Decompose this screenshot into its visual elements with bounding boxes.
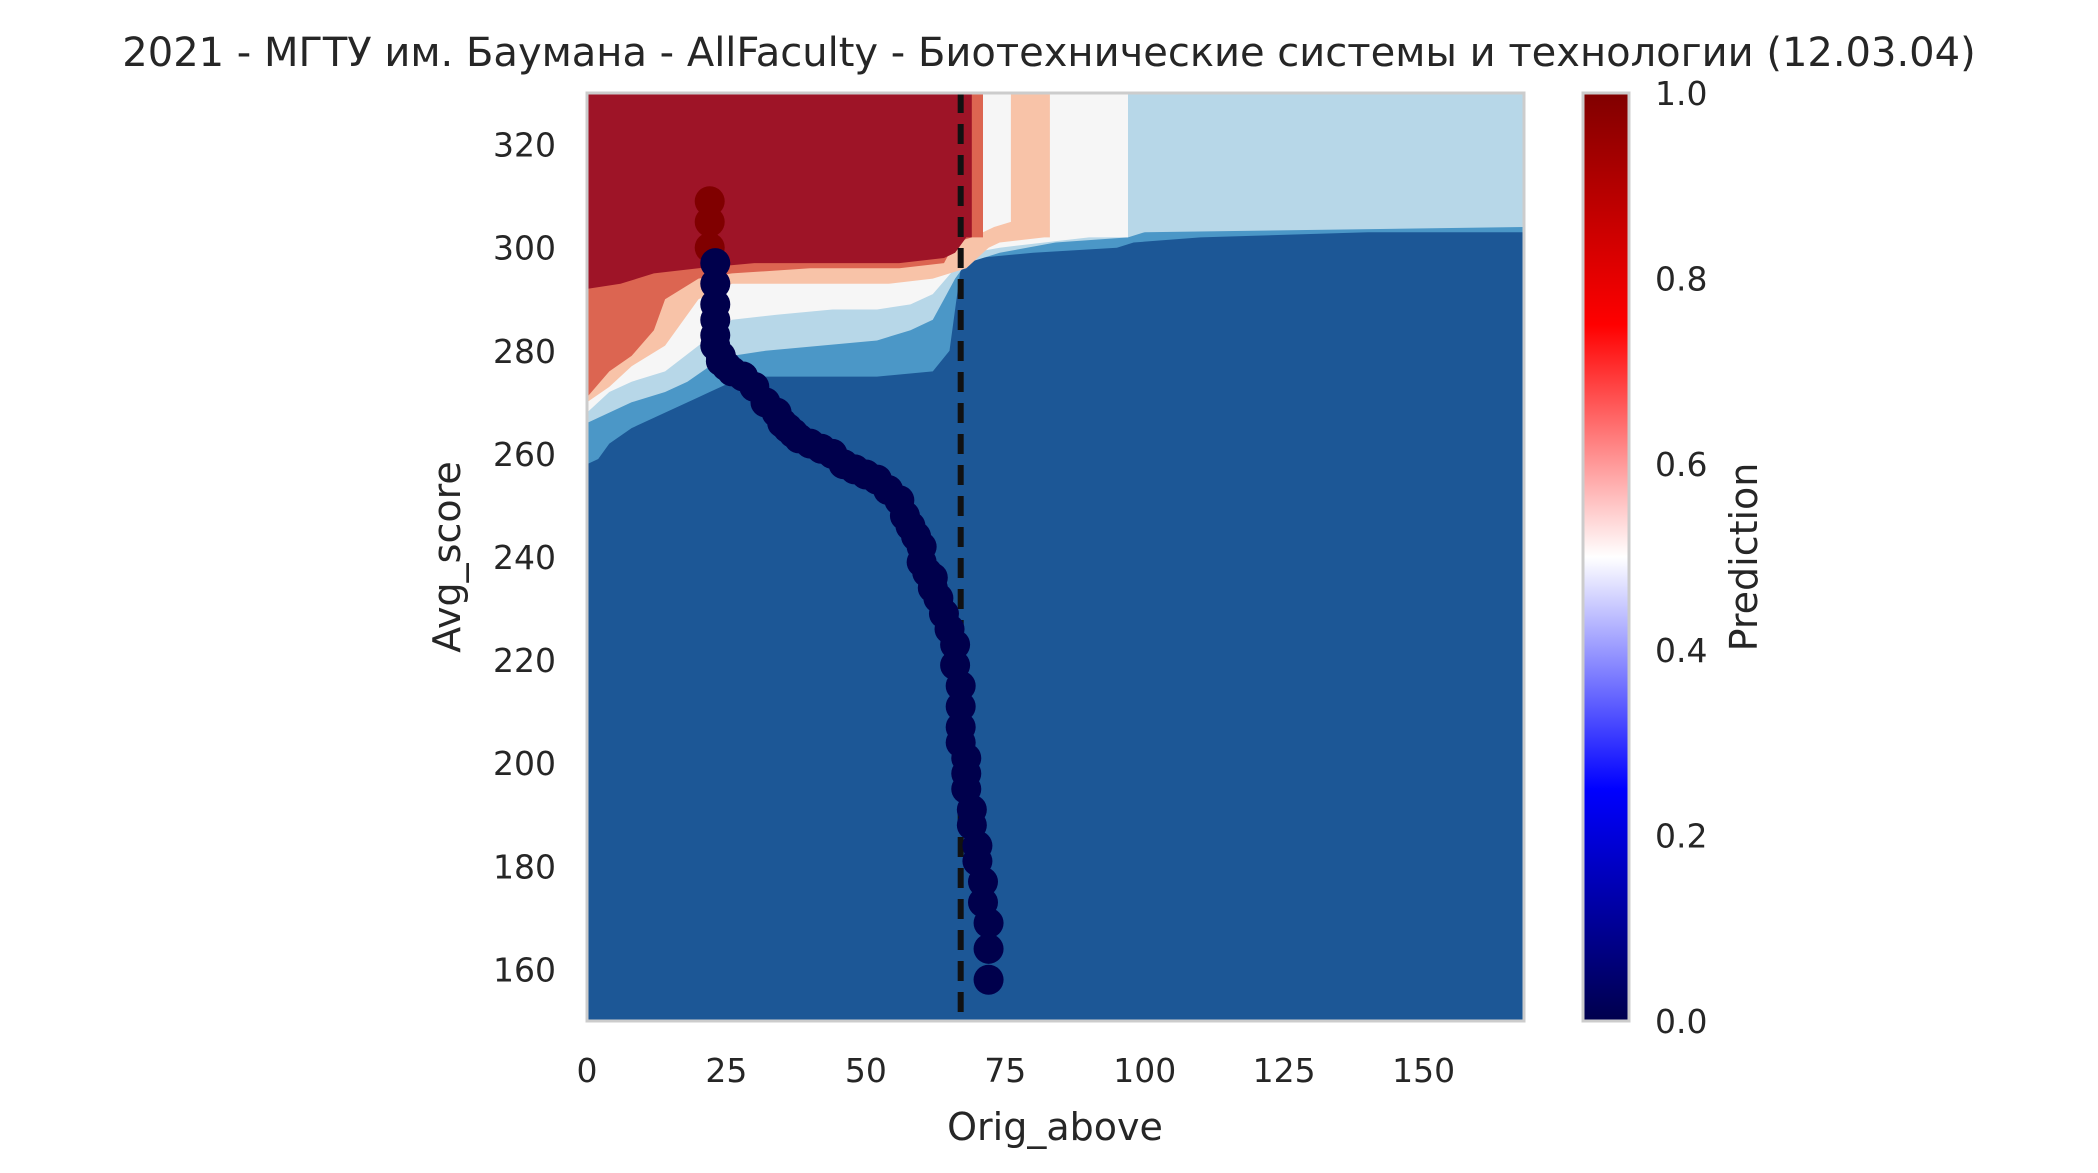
- contour-fill: [587, 93, 1524, 1021]
- y-tick-label: 200: [493, 744, 556, 783]
- y-tick-label: 240: [493, 538, 556, 577]
- data-point: [700, 248, 731, 279]
- x-tick-label: 125: [1253, 1051, 1316, 1090]
- y-tick-label: 260: [493, 435, 556, 474]
- data-point: [973, 908, 1004, 939]
- plot-frame: [585, 91, 1526, 1023]
- y-axis-ticks: 160 180 200 220 240 260 280 300 320: [493, 126, 556, 990]
- colorbar: 0.0 0.2 0.4 0.6 0.8 1.0 Prediction: [1581, 74, 1766, 1041]
- contour-region: [983, 93, 1011, 233]
- x-axis-label: Orig_above: [947, 1105, 1163, 1149]
- chart-title: 2021 - МГТУ им. Баумана - AllFaculty - Б…: [122, 30, 1975, 76]
- data-point: [973, 964, 1004, 995]
- colorbar-ticks: 0.0 0.2 0.4 0.6 0.8 1.0: [1655, 74, 1707, 1041]
- colorbar-label: Prediction: [1722, 463, 1766, 652]
- y-tick-label: 280: [493, 332, 556, 371]
- x-tick-label: 0: [577, 1051, 598, 1090]
- y-tick-label: 220: [493, 641, 556, 680]
- contour-region: [587, 93, 972, 289]
- scatter-points: [694, 186, 1004, 995]
- data-point: [945, 670, 976, 701]
- data-point: [940, 629, 971, 660]
- x-axis-ticks: 0 25 50 75 100 125 150: [577, 1051, 1456, 1090]
- colorbar-tick-label: 0.6: [1655, 445, 1707, 484]
- colorbar-tick-label: 1.0: [1655, 74, 1707, 113]
- colorbar-tick-label: 0.2: [1655, 816, 1707, 855]
- x-tick-label: 150: [1392, 1051, 1455, 1090]
- colorbar-tick-label: 0.8: [1655, 260, 1707, 299]
- data-point: [967, 866, 998, 897]
- data-point: [694, 206, 725, 237]
- y-axis-label: Avg_score: [425, 461, 469, 652]
- x-tick-label: 50: [845, 1051, 887, 1090]
- data-point: [945, 691, 976, 722]
- x-tick-label: 100: [1113, 1051, 1176, 1090]
- y-tick-label: 180: [493, 847, 556, 886]
- data-point: [973, 933, 1004, 964]
- colorbar-tick-label: 0.0: [1655, 1002, 1707, 1041]
- data-point: [700, 268, 731, 299]
- colorbar-gradient: [1581, 91, 1631, 1023]
- x-tick-label: 75: [984, 1051, 1026, 1090]
- colorbar-tick-label: 0.4: [1655, 631, 1707, 670]
- plot-area: [587, 93, 1524, 1021]
- data-point: [694, 186, 725, 217]
- x-tick-label: 25: [705, 1051, 747, 1090]
- y-tick-label: 320: [493, 126, 556, 165]
- y-tick-label: 300: [493, 229, 556, 268]
- y-tick-label: 160: [493, 950, 556, 989]
